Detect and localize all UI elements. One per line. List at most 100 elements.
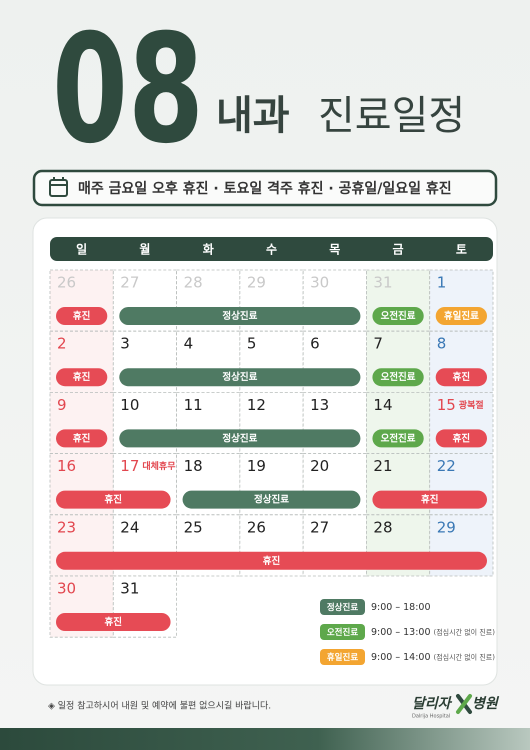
schedule-label: 정상진료 [222,371,257,383]
day-date: 18 [184,457,203,475]
day-date: 8 [437,335,447,353]
day-date: 16 [57,457,76,475]
title-bold: 내과 [216,93,290,139]
day-date: 25 [184,518,203,536]
schedule-pill [435,429,487,448]
weekday-bar [50,237,493,261]
schedule-label: 정상진료 [222,310,257,322]
day-date: 31 [373,274,392,292]
schedule-pill [372,368,424,387]
day-date: 4 [184,335,194,353]
schedule-pill [56,307,108,325]
weekday-label: 토 [456,243,467,257]
day-date: 29 [437,518,456,536]
notice: 매주 금요일 오후 휴진 · 토요일 격주 휴진 · 공휴일/일요일 휴진 [78,180,452,197]
logo-mark [456,694,472,714]
schedule-label: 휴진 [421,494,438,506]
title: 진료일정 [318,93,465,139]
schedule-pill [372,490,487,509]
schedule-pill [56,429,108,448]
day-date: 11 [184,396,203,414]
schedule-pill [56,613,171,631]
schedule-label: 휴일진료 [444,310,479,322]
legend-note: (점심시간 없이 진료) [434,653,496,662]
footer-message: ◈ 일정 참고하시어 내원 및 예약에 불편 없으시길 바랍니다. [48,700,271,712]
day-date: 14 [373,396,392,414]
schedule-label: 오전진료 [381,310,416,322]
weekday-label: 금 [393,243,404,257]
legend-note: (점심시간 없이 진료) [434,628,496,637]
day-date: 5 [247,335,257,353]
schedule-label: 휴진 [263,555,280,567]
schedule-pill [372,307,424,325]
day-date: 28 [373,518,392,536]
day-date: 6 [310,335,320,353]
schedule-label: 휴진 [453,432,470,444]
schedule-pill [182,490,361,509]
legend-label: 오전진료 [327,627,358,638]
legend-hours: 9:00 – 13:00 [371,627,431,638]
day-date: 7 [373,335,383,353]
day-date: 1 [437,274,447,292]
calendar-icon [49,177,68,197]
day-date: 26 [57,274,76,292]
schedule-label: 정상진료 [254,494,289,506]
legend-swatch [320,599,365,615]
schedule-pill [56,368,108,387]
day-date: 30 [310,274,329,292]
schedule-pill [435,307,487,325]
legend-swatch [320,624,365,640]
day-date: 27 [310,518,329,536]
day-date: 9 [57,396,67,414]
day-date: 31 [120,580,139,598]
day-date: 20 [310,457,329,475]
schedule-pill [56,551,487,570]
legend-label: 휴일진료 [327,652,358,663]
schedule-label: 오전진료 [381,432,416,444]
legend-hours: 9:00 – 14:00 [371,652,431,663]
day-note: 대체휴무 [142,460,175,472]
schedule-label: 휴진 [105,494,122,506]
bottom-strip [0,728,530,750]
schedule-label: 휴진 [453,371,470,383]
schedule-pill [119,429,361,448]
schedule-pill [56,490,171,509]
notice-box [32,169,498,207]
month: 08 [52,3,204,177]
schedule-label: 휴진 [73,371,90,383]
schedule-label: 휴진 [73,310,90,322]
logo-left: 달리자 [412,696,453,712]
schedule-label: 정상진료 [222,432,257,444]
weekday-label: 일 [76,243,87,257]
legend-hours: 9:00 – 18:00 [371,602,431,613]
day-date: 21 [373,457,392,475]
weekday-label: 목 [329,243,340,257]
schedule-pill [119,368,361,387]
schedule-label: 휴진 [73,432,90,444]
day-date: 29 [247,274,266,292]
day-date: 23 [57,518,76,536]
day-date: 30 [57,580,76,598]
day-date: 26 [247,518,266,536]
day-date: 13 [310,396,329,414]
legend-swatch [320,649,365,665]
logo-sub: Dalrija Hospital [412,714,450,720]
schedule-label: 오전진료 [381,371,416,383]
day-date: 10 [120,396,139,414]
schedule-label: 휴진 [105,616,122,628]
day-date: 17 [120,457,139,475]
day-date: 12 [247,396,266,414]
weekday-label: 수 [266,243,277,257]
day-date: 27 [120,274,139,292]
weekday-label: 화 [203,242,214,257]
day-date: 3 [120,335,130,353]
day-note: 광복절 [459,399,484,411]
schedule-pill [435,368,487,387]
day-date: 24 [120,518,139,536]
day-date: 22 [437,457,456,475]
day-date: 15 [437,396,456,414]
day-date: 28 [184,274,203,292]
logo-right: 병원 [472,696,500,712]
day-date: 19 [247,457,266,475]
